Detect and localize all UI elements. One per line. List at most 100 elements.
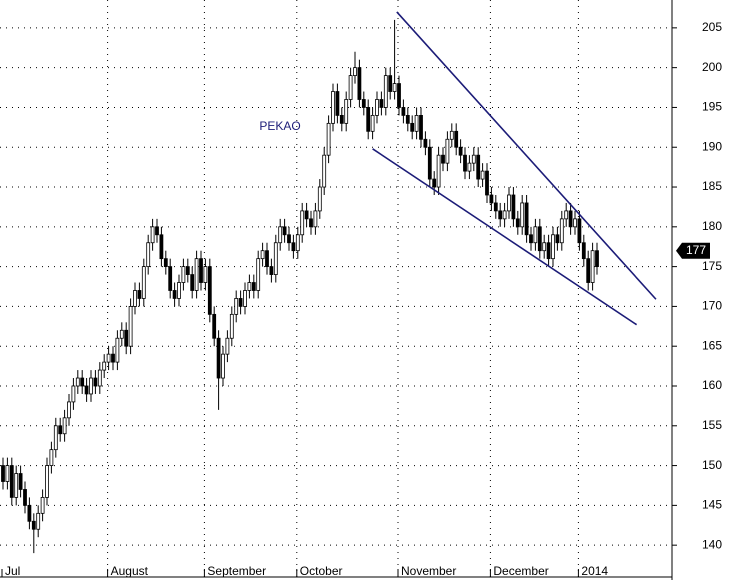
y-tick-label: 145: [702, 498, 722, 512]
candle-body: [555, 234, 560, 244]
candle-body: [458, 146, 463, 156]
y-tick-label: 165: [702, 338, 722, 352]
candle-body: [141, 266, 146, 299]
last-price-label: 177: [686, 243, 706, 257]
last-price-tag: [676, 242, 710, 259]
candle-body: [551, 234, 555, 260]
candle-body: [388, 75, 393, 92]
candle-body: [265, 250, 269, 268]
candle-body: [23, 489, 27, 506]
candle-body: [53, 425, 58, 451]
candle-body: [414, 115, 419, 132]
candle-body: [383, 75, 388, 108]
candle-body: [247, 282, 252, 291]
candle-body: [331, 91, 335, 124]
candle-body: [507, 194, 511, 212]
candle-body: [357, 67, 362, 100]
y-tick-label: 180: [702, 219, 722, 233]
candle-body: [163, 258, 168, 268]
candle-body: [278, 226, 283, 244]
candle-body: [80, 377, 85, 387]
candle-body: [524, 202, 529, 236]
candle-body: [137, 290, 142, 299]
candle-body: [106, 353, 111, 363]
candle-body: [260, 250, 265, 260]
candle-body: [62, 417, 67, 435]
candle-body: [146, 242, 151, 268]
candle-body: [344, 99, 349, 124]
y-tick-label: 185: [702, 179, 722, 193]
candle-body: [71, 385, 76, 403]
candle-body: [537, 226, 542, 252]
candle-body: [128, 306, 133, 347]
candle-body: [40, 497, 45, 514]
candle-body: [295, 234, 300, 252]
candle-body: [410, 122, 415, 132]
candle-body: [520, 202, 525, 228]
candle-body: [1, 465, 5, 482]
candle-body: [190, 274, 195, 291]
y-tick-label: 195: [702, 100, 722, 114]
candle-body: [432, 178, 437, 188]
candle-body: [392, 83, 397, 92]
candle-body: [251, 282, 256, 291]
candle-body: [445, 138, 450, 164]
candle-body: [498, 210, 503, 220]
y-tick-label: 175: [702, 259, 722, 273]
candle-body: [559, 218, 564, 244]
candle-body: [511, 194, 516, 220]
candle-body: [467, 162, 472, 172]
candle-body: [243, 290, 247, 307]
candle-body: [348, 75, 353, 100]
candle-body: [155, 226, 159, 236]
y-tick-label: 170: [702, 299, 722, 313]
x-tick-label: 2014: [581, 564, 608, 578]
candle-body: [84, 385, 89, 395]
candle-body: [568, 210, 573, 228]
candle-body: [234, 298, 239, 315]
candle-body: [212, 313, 217, 339]
candle-body: [586, 258, 591, 283]
candle-body: [322, 154, 327, 188]
candle-body: [542, 242, 547, 252]
candle-body: [300, 210, 305, 236]
candle-body: [476, 154, 481, 180]
candle-body: [291, 242, 296, 252]
candle-body: [133, 290, 137, 307]
y-tick-label: 160: [702, 378, 722, 392]
candle-body: [89, 377, 93, 395]
candle-body: [172, 290, 177, 299]
y-tick-label: 190: [702, 139, 722, 153]
candle-body: [282, 226, 287, 236]
candle-body: [515, 218, 520, 228]
candle-body: [67, 401, 71, 419]
candle-body: [375, 99, 379, 116]
candle-body: [177, 282, 181, 299]
candle-body: [419, 115, 423, 140]
x-tick-label: December: [493, 564, 548, 578]
candle-body: [111, 353, 115, 363]
x-tick-label: Jul: [5, 564, 20, 578]
candle-body: [58, 425, 63, 435]
candle-body: [119, 329, 124, 339]
candle-body: [102, 361, 107, 371]
candle-body: [49, 449, 54, 466]
x-tick-label: September: [207, 564, 266, 578]
candle-body: [317, 186, 322, 212]
y-tick-label: 205: [702, 20, 722, 34]
candle-body: [436, 154, 441, 188]
candle-body: [27, 504, 32, 522]
candle-body: [366, 107, 371, 132]
candle-body: [533, 226, 538, 244]
candle-body: [287, 234, 291, 244]
candle-body: [370, 115, 375, 132]
candle-body: [168, 266, 173, 291]
candle-body: [185, 266, 190, 275]
candle-body: [564, 210, 569, 220]
candle-body: [97, 369, 102, 387]
candle-body: [485, 170, 489, 196]
candle-body: [93, 377, 98, 387]
candle-body: [207, 266, 212, 315]
candle-body: [18, 473, 23, 490]
